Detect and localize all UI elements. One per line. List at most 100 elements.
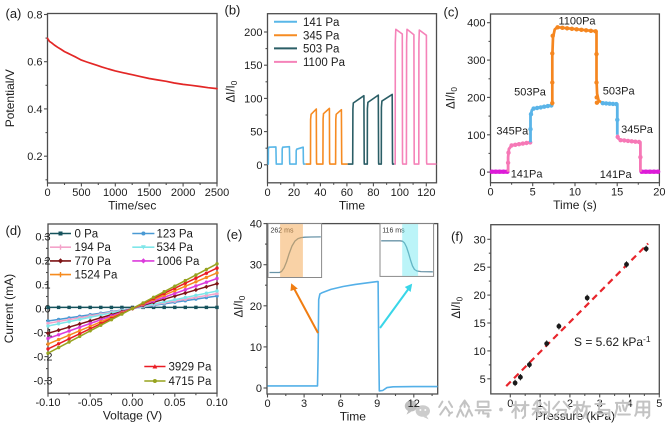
svg-text:ΔI/I0: ΔI/I0 xyxy=(226,80,240,102)
svg-text:141Pa: 141Pa xyxy=(511,169,544,181)
svg-text:20: 20 xyxy=(653,187,665,199)
svg-text:30: 30 xyxy=(474,234,486,246)
svg-text:141 Pa: 141 Pa xyxy=(303,17,340,29)
svg-text:150: 150 xyxy=(244,60,262,72)
svg-text:40: 40 xyxy=(250,219,262,231)
svg-text:0.05: 0.05 xyxy=(164,397,185,409)
svg-text:0.4: 0.4 xyxy=(27,104,42,116)
svg-text:500: 500 xyxy=(72,187,90,199)
svg-text:ΔI/I0: ΔI/I0 xyxy=(451,296,465,318)
svg-text:0: 0 xyxy=(487,187,493,199)
svg-text:123 Pa: 123 Pa xyxy=(157,229,194,241)
svg-text:1100Pa: 1100Pa xyxy=(558,16,596,28)
svg-text:-0.05: -0.05 xyxy=(78,397,103,409)
svg-text:1500: 1500 xyxy=(137,187,161,199)
svg-text:(b): (b) xyxy=(225,3,241,18)
svg-text:0.2: 0.2 xyxy=(27,151,42,163)
svg-text:0.00: 0.00 xyxy=(122,397,143,409)
svg-text:300: 300 xyxy=(467,55,485,67)
svg-text:200: 200 xyxy=(244,27,262,39)
svg-text:0: 0 xyxy=(264,187,270,199)
svg-text:503Pa: 503Pa xyxy=(603,86,636,98)
svg-text:9: 9 xyxy=(374,398,380,410)
svg-text:5: 5 xyxy=(480,374,486,386)
svg-text:25: 25 xyxy=(474,262,486,274)
svg-text:(c): (c) xyxy=(444,5,459,20)
svg-text:Potential/V: Potential/V xyxy=(3,69,17,127)
svg-text:Time (s): Time (s) xyxy=(553,198,597,212)
svg-text:3: 3 xyxy=(301,398,307,410)
svg-text:534 Pa: 534 Pa xyxy=(157,242,194,254)
svg-text:60: 60 xyxy=(341,187,353,199)
svg-text:20: 20 xyxy=(288,187,300,199)
svg-text:-0.3: -0.3 xyxy=(34,376,53,388)
svg-text:10: 10 xyxy=(474,346,486,358)
svg-text:2: 2 xyxy=(567,398,573,410)
svg-text:(e): (e) xyxy=(227,227,243,242)
svg-text:5: 5 xyxy=(530,187,536,199)
svg-text:345Pa: 345Pa xyxy=(496,126,529,138)
svg-text:15: 15 xyxy=(611,187,623,199)
svg-text:345Pa: 345Pa xyxy=(621,124,654,136)
svg-text:10: 10 xyxy=(250,342,262,354)
svg-text:10: 10 xyxy=(569,187,581,199)
svg-text:15: 15 xyxy=(474,318,486,330)
svg-text:ΔI/I0: ΔI/I0 xyxy=(234,295,248,317)
svg-text:-0.10: -0.10 xyxy=(35,397,60,409)
svg-text:100: 100 xyxy=(244,93,262,105)
svg-text:Time: Time xyxy=(340,409,367,423)
svg-text:345 Pa: 345 Pa xyxy=(303,30,340,42)
svg-text:400: 400 xyxy=(467,18,485,30)
svg-text:1100 Pa: 1100 Pa xyxy=(303,57,346,69)
svg-text:20: 20 xyxy=(250,301,262,313)
svg-text:80: 80 xyxy=(367,187,379,199)
svg-text:S = 5.62 kPa-1: S = 5.62 kPa-1 xyxy=(574,334,651,349)
svg-text:Time/sec: Time/sec xyxy=(108,199,156,213)
svg-text:0.8: 0.8 xyxy=(27,10,42,22)
svg-text:0: 0 xyxy=(479,167,485,179)
svg-text:50: 50 xyxy=(250,127,262,139)
svg-text:0.0: 0.0 xyxy=(35,304,50,316)
svg-text:-0.1: -0.1 xyxy=(34,328,53,340)
svg-text:Time: Time xyxy=(339,198,366,212)
svg-text:100: 100 xyxy=(391,187,409,199)
svg-text:0.3: 0.3 xyxy=(35,231,50,243)
svg-text:0.2: 0.2 xyxy=(35,255,50,267)
svg-text:0: 0 xyxy=(256,383,262,395)
svg-text:20: 20 xyxy=(474,290,486,302)
svg-text:200: 200 xyxy=(467,92,485,104)
svg-text:770 Pa: 770 Pa xyxy=(75,256,112,268)
svg-text:3929 Pa: 3929 Pa xyxy=(169,362,212,374)
svg-text:4715 Pa: 4715 Pa xyxy=(169,376,212,388)
svg-text:2500: 2500 xyxy=(205,187,229,199)
svg-text:1000: 1000 xyxy=(103,187,127,199)
svg-text:0: 0 xyxy=(256,160,262,172)
svg-text:12: 12 xyxy=(408,398,420,410)
svg-text:(a): (a) xyxy=(6,6,22,21)
svg-text:0 Pa: 0 Pa xyxy=(75,229,99,241)
svg-text:0.1: 0.1 xyxy=(35,279,50,291)
svg-text:Current (mA): Current (mA) xyxy=(2,274,16,343)
svg-text:503 Pa: 503 Pa xyxy=(303,43,340,55)
svg-text:0.10: 0.10 xyxy=(206,397,227,409)
svg-text:Voltage (V): Voltage (V) xyxy=(103,409,162,423)
svg-text:0: 0 xyxy=(507,398,513,410)
svg-text:ΔI/I0: ΔI/I0 xyxy=(446,87,460,109)
svg-text:503Pa: 503Pa xyxy=(514,86,547,98)
svg-text:1006 Pa: 1006 Pa xyxy=(157,256,200,268)
svg-text:100: 100 xyxy=(467,130,485,142)
svg-text:30: 30 xyxy=(250,260,262,272)
svg-text:141Pa: 141Pa xyxy=(600,169,633,181)
svg-text:0.6: 0.6 xyxy=(27,57,42,69)
svg-text:1524 Pa: 1524 Pa xyxy=(75,270,118,282)
svg-text:40: 40 xyxy=(314,187,326,199)
svg-text:116 ms: 116 ms xyxy=(382,227,405,234)
svg-text:194 Pa: 194 Pa xyxy=(75,242,112,254)
svg-text:4: 4 xyxy=(626,398,632,410)
svg-text:(f): (f) xyxy=(451,229,463,244)
svg-text:120: 120 xyxy=(417,187,435,199)
svg-text:6: 6 xyxy=(338,398,344,410)
svg-text:0: 0 xyxy=(44,187,50,199)
svg-text:(d): (d) xyxy=(6,223,22,238)
svg-text:5: 5 xyxy=(656,398,662,410)
